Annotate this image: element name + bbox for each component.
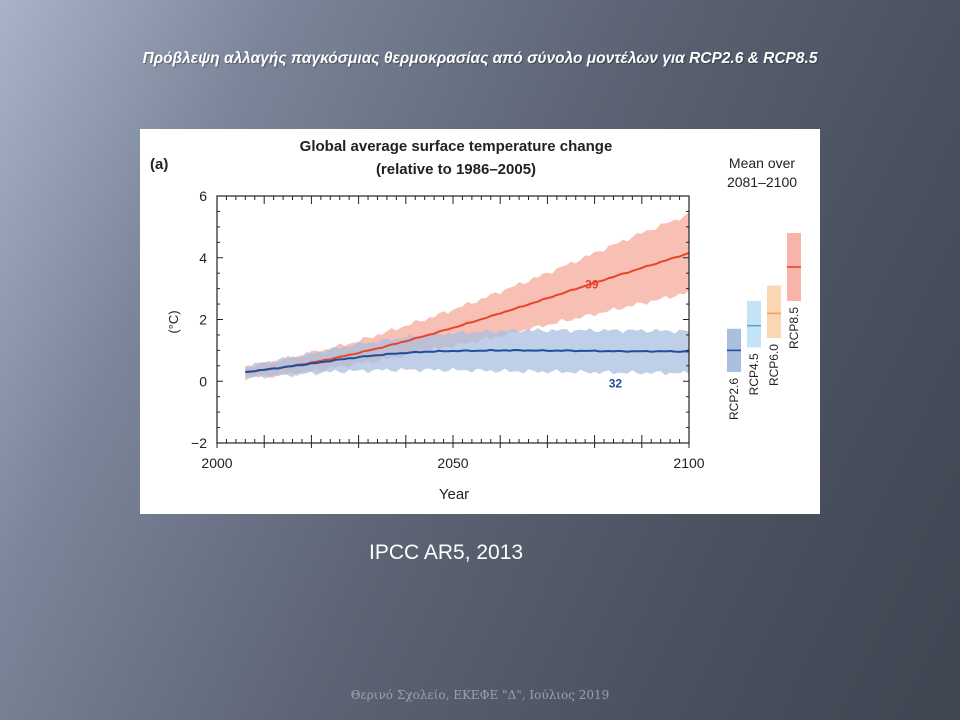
- side-panel: RCP2.6 RCP4.5 RCP6.0 RCP8.5: [727, 233, 801, 420]
- chart-subtitle: (relative to 1986–2005): [376, 161, 536, 178]
- side-bar-label-rcp26: RCP2.6: [727, 378, 741, 420]
- x-axis-label: Year: [439, 486, 469, 503]
- x-tick-label: 2100: [673, 455, 704, 471]
- model-count-rcp85: 39: [585, 278, 599, 292]
- band-rcp26: [245, 328, 690, 379]
- y-tick-label: −2: [191, 435, 207, 451]
- slide-title: Πρόβλεψη αλλαγής παγκόσμιας θερμοκρασίας…: [142, 50, 818, 67]
- chart-figure: (a) Global average surface temperature c…: [140, 129, 820, 514]
- y-tick-label: 6: [199, 188, 207, 204]
- figure-caption: IPCC AR5, 2013: [369, 541, 524, 564]
- panel-label: (a): [150, 156, 168, 173]
- model-count-rcp26: 32: [609, 376, 623, 390]
- mean-line-rcp85: [245, 252, 690, 373]
- x-tick-label: 2050: [437, 455, 468, 471]
- x-tick-label: 2000: [201, 455, 232, 471]
- side-panel-title-2: 2081–2100: [727, 174, 797, 190]
- y-tick-label: 4: [199, 250, 207, 266]
- mean-line-rcp26: [245, 348, 690, 373]
- y-tick-label: 0: [199, 373, 207, 389]
- plot-area: 39 32 −2 0 2 4 6 2000 2050 2100: [191, 188, 705, 471]
- chart-title: Global average surface temperature chang…: [300, 138, 613, 155]
- side-bar-label-rcp60: RCP6.0: [767, 344, 781, 386]
- slide-footer: Θερινό Σχολείο, ΕΚΕΦΕ "Δ", Ιούλιος 2019: [350, 688, 610, 702]
- side-bar-rcp45: [747, 300, 761, 348]
- side-bar-rcp60: [767, 285, 781, 339]
- y-axis-label: (°C): [166, 310, 181, 333]
- side-bar-label-rcp85: RCP8.5: [787, 307, 801, 349]
- side-panel-title-1: Mean over: [729, 155, 795, 171]
- side-bar-label-rcp45: RCP4.5: [747, 353, 761, 395]
- temperature-chart: (a) Global average surface temperature c…: [150, 138, 801, 503]
- y-tick-label: 2: [199, 312, 207, 328]
